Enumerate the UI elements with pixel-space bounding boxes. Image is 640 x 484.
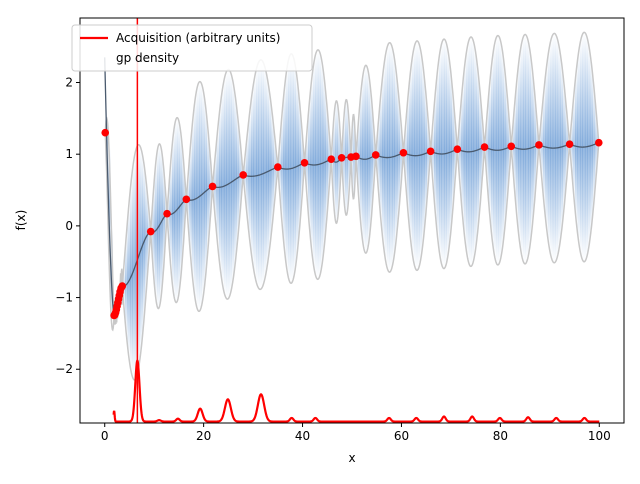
observation-layer	[101, 128, 603, 320]
observation-point	[399, 148, 408, 157]
legend-gp-density-label: gp density	[116, 51, 179, 65]
plot-frame	[79, 17, 625, 424]
y-tick-label: 2	[65, 76, 73, 90]
acquisition-layer	[112, 18, 600, 423]
observation-point	[453, 145, 462, 153]
legend: Acquisition (arbitrary units) gp density	[71, 24, 313, 72]
gp-band-layer	[104, 31, 600, 381]
legend-box	[71, 24, 313, 72]
observation-point	[300, 158, 309, 167]
observation-point	[274, 163, 282, 171]
observation-point	[208, 182, 217, 191]
y-tick-label: −2	[55, 362, 73, 376]
observation-point	[327, 155, 336, 164]
observation-point	[182, 195, 191, 204]
observation-point	[594, 138, 603, 147]
y-axis-label: f(x)	[14, 210, 28, 231]
observation-point	[565, 140, 574, 148]
observation-point	[426, 147, 435, 156]
observation-point	[352, 152, 360, 161]
x-tick-label: 20	[196, 429, 211, 443]
observation-point	[146, 227, 155, 236]
legend-acquisition-label: Acquisition (arbitrary units)	[116, 31, 280, 45]
x-axis-label: x	[348, 451, 355, 465]
acquisition-line	[112, 358, 600, 423]
x-tick-label: 0	[101, 429, 109, 443]
x-tick-label: 60	[394, 429, 409, 443]
x-ticks: 0 20 40 60 80 100	[101, 423, 611, 443]
y-tick-label: 1	[65, 147, 73, 161]
observation-point	[535, 141, 543, 149]
observation-point	[507, 142, 516, 151]
observation-point	[371, 151, 380, 159]
gp-lower-band	[104, 132, 600, 381]
observation-point	[239, 171, 247, 179]
y-tick-label: 0	[65, 219, 73, 233]
y-ticks: 2 1 0 −1 −2	[55, 76, 80, 376]
observation-point	[101, 128, 110, 137]
observation-point	[118, 282, 127, 290]
x-tick-label: 80	[493, 429, 508, 443]
observation-point	[480, 143, 489, 151]
x-tick-label: 40	[295, 429, 310, 443]
gp-upper-band	[104, 31, 600, 312]
observation-point	[337, 153, 346, 162]
y-tick-label: −1	[55, 291, 73, 305]
x-tick-label: 100	[588, 429, 611, 443]
observation-point	[163, 209, 171, 218]
